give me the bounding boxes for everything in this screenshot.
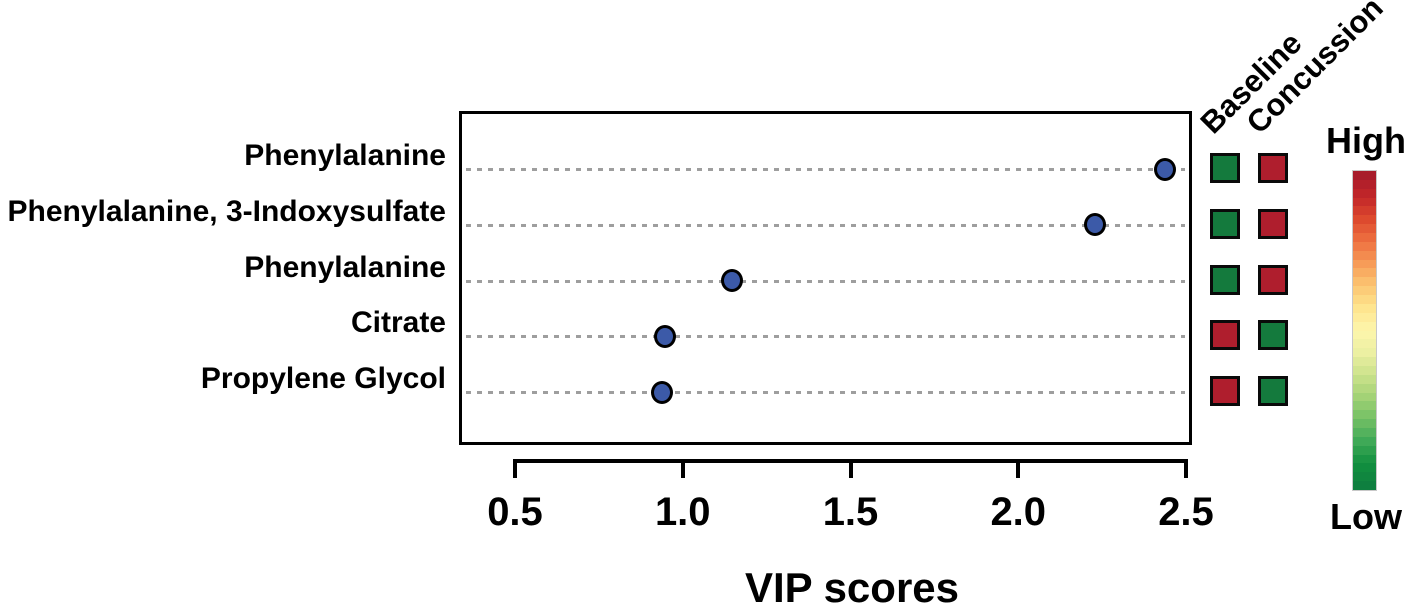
x-axis-tick: [1184, 459, 1188, 478]
vip-dot: [1083, 213, 1106, 237]
colorbar-band: [1353, 401, 1376, 411]
colorbar-band: [1353, 259, 1376, 269]
colorbar-band: [1353, 312, 1376, 323]
colorbar-band: [1353, 348, 1376, 358]
y-axis-label: Phenylalanine: [244, 139, 446, 172]
colorbar-band: [1353, 410, 1376, 420]
vip-dot: [721, 269, 744, 292]
colorbar-band: [1353, 374, 1376, 385]
plot-area: [459, 111, 1192, 445]
heat-square-baseline: [1210, 320, 1240, 351]
row-gridline: [466, 223, 1185, 227]
colorbar-band: [1353, 286, 1376, 296]
colorbar-band: [1353, 277, 1376, 287]
row-gridline: [466, 335, 1185, 339]
colorbar-band: [1353, 339, 1376, 349]
colorbar-band: [1353, 365, 1376, 376]
colorbar-band: [1353, 215, 1376, 225]
row-gridline: [466, 391, 1185, 394]
colorbar-band: [1353, 303, 1376, 314]
row-gridline: [466, 168, 1185, 171]
colorbar-band: [1353, 295, 1376, 305]
colorbar-band: [1353, 206, 1376, 216]
heat-square-baseline: [1210, 208, 1240, 239]
colorbar-low-label: Low: [1330, 496, 1402, 537]
colorbar-gradient: [1352, 170, 1377, 491]
colorbar-band: [1353, 454, 1376, 464]
colorbar-band: [1353, 268, 1376, 278]
colorbar-band: [1353, 472, 1376, 482]
colorbar-band: [1353, 188, 1376, 199]
heat-square-baseline: [1210, 376, 1240, 406]
colorbar-band: [1353, 250, 1376, 261]
x-axis-tick-label: 0.5: [487, 490, 543, 534]
x-axis-tick-label: 2.5: [1158, 490, 1214, 534]
colorbar-band: [1353, 436, 1376, 447]
heat-square-concussion: [1258, 208, 1288, 239]
heat-square-concussion: [1258, 376, 1288, 406]
y-axis-label: Phenylalanine: [244, 250, 446, 284]
colorbar-band: [1353, 481, 1376, 491]
colorbar-band: [1353, 392, 1376, 402]
colorbar-band: [1353, 321, 1376, 331]
row-gridline: [466, 279, 1185, 283]
y-axis-label: Phenylalanine, 3-Indoxysulfate: [7, 194, 446, 228]
heat-square-concussion: [1258, 320, 1288, 351]
colorbar-band: [1353, 383, 1376, 394]
colorbar-band: [1353, 179, 1376, 190]
colorbar-band: [1353, 357, 1376, 367]
colorbar-band: [1353, 171, 1376, 181]
vip-dot: [650, 380, 673, 404]
vip-dot: [654, 324, 677, 348]
x-axis-tick: [513, 459, 517, 478]
colorbar-band: [1353, 463, 1376, 473]
colorbar-band: [1353, 330, 1376, 340]
heat-square-concussion: [1258, 153, 1288, 183]
colorbar-band: [1353, 233, 1376, 243]
x-axis-tick-label: 1.5: [822, 490, 879, 534]
x-axis-tick-label: 2.0: [990, 490, 1047, 534]
colorbar-band: [1353, 427, 1376, 438]
colorbar-high-label: High: [1326, 120, 1406, 161]
heat-square-baseline: [1210, 153, 1240, 183]
colorbar-band: [1353, 197, 1376, 207]
vip-dot: [1154, 157, 1176, 181]
colorbar-band: [1353, 224, 1376, 234]
y-axis-label: Citrate: [350, 306, 446, 340]
heat-square-baseline: [1210, 264, 1240, 295]
x-axis-tick: [848, 459, 853, 478]
colorbar-band: [1353, 241, 1376, 252]
colorbar-band: [1353, 419, 1376, 429]
y-axis-label: Propylene Glycol: [200, 362, 446, 395]
x-axis-title: VIP scores: [744, 564, 960, 611]
colorbar-band: [1353, 445, 1376, 456]
heat-square-concussion: [1258, 264, 1288, 295]
x-axis-tick: [1016, 459, 1021, 478]
x-axis-tick-label: 1.0: [654, 490, 711, 534]
x-axis-tick: [680, 459, 685, 478]
